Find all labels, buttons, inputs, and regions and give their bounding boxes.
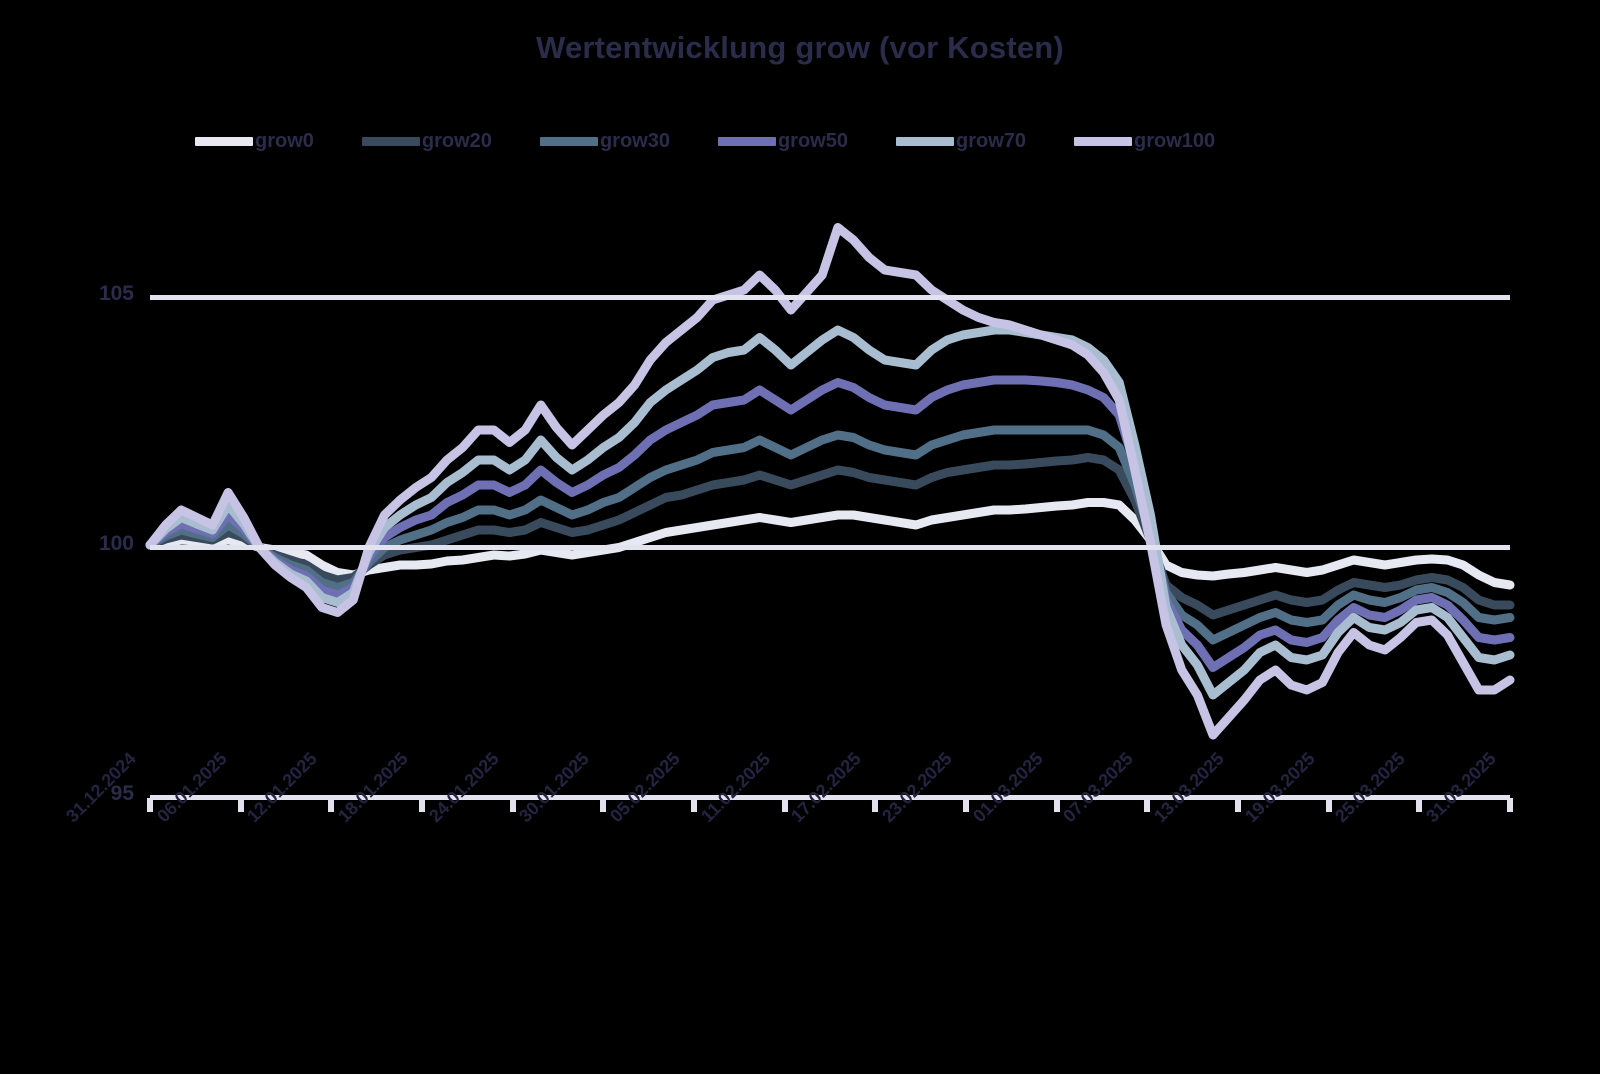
x-tick-mark xyxy=(147,798,153,812)
x-axis-line xyxy=(150,795,1510,800)
x-tick-mark xyxy=(781,798,788,812)
legend-swatch-icon xyxy=(896,136,954,146)
legend-item-grow0[interactable]: grow0 xyxy=(195,130,314,153)
legend-item-grow30[interactable]: grow30 xyxy=(539,129,670,153)
legend-swatch-icon xyxy=(539,136,598,146)
legend-swatch-icon xyxy=(195,136,253,146)
legend-label: grow20 xyxy=(421,129,492,152)
legend-item-grow70[interactable]: grow70 xyxy=(896,130,1026,153)
legend-item-grow20[interactable]: grow20 xyxy=(361,129,492,153)
legend-label: grow100 xyxy=(1134,129,1216,152)
x-tick-mark xyxy=(600,798,607,812)
x-tick-mark xyxy=(509,798,516,812)
chart-legend: grow0 grow20 grow30 grow50 grow70 grow100 xyxy=(195,126,1395,156)
plot-area xyxy=(145,180,1515,800)
legend-swatch-icon xyxy=(1074,136,1133,146)
y-tick-label: 100 xyxy=(98,532,134,555)
x-tick-mark xyxy=(1144,798,1151,812)
x-tick-mark xyxy=(1325,798,1332,812)
legend-label: grow0 xyxy=(255,129,314,152)
x-tick-mark xyxy=(419,798,425,812)
series-line-grow100 xyxy=(145,223,1515,740)
series-line-grow0 xyxy=(145,498,1515,590)
y-tick-label: 95 xyxy=(110,782,134,805)
x-tick-mark xyxy=(328,798,335,812)
x-tick-mark xyxy=(691,798,697,812)
series-lines xyxy=(145,223,1515,740)
legend-label: grow50 xyxy=(777,129,848,152)
legend-label: grow70 xyxy=(956,129,1027,152)
gridline-105 xyxy=(150,295,1510,300)
x-tick-mark xyxy=(237,798,244,812)
gridline-100 xyxy=(150,545,1510,550)
series-line-grow30 xyxy=(145,425,1515,645)
legend-item-grow50[interactable]: grow50 xyxy=(717,129,848,153)
legend-item-grow100[interactable]: grow100 xyxy=(1074,130,1215,153)
x-tick-mark xyxy=(1053,798,1060,812)
x-tick-mark xyxy=(963,798,969,812)
legend-swatch-icon xyxy=(361,136,420,146)
page-title: Wertentwicklung grow (vor Kosten) xyxy=(536,30,1064,65)
x-tick-mark xyxy=(1416,798,1423,812)
x-tick-mark xyxy=(1507,798,1513,812)
x-tick-mark xyxy=(1235,798,1241,812)
y-tick-label: 105 xyxy=(98,282,134,305)
legend-label: grow30 xyxy=(599,129,670,152)
x-tick-mark xyxy=(872,798,879,812)
legend-swatch-icon xyxy=(717,136,776,146)
